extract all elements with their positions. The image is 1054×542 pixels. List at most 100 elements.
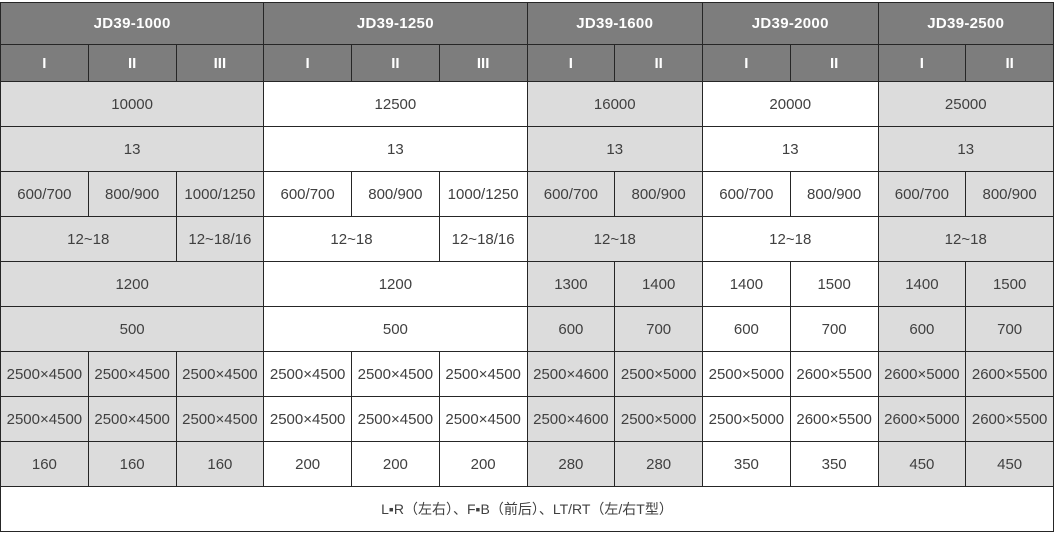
spec-cell: 450 [877,441,967,487]
spec-cell: 800/900 [87,171,177,217]
spec-cell: 600 [877,306,967,352]
spec-cell: 450 [965,441,1054,487]
spec-cell: 2500×4500 [175,396,265,442]
spec-cell: 600/700 [526,171,616,217]
spec-cell: 13 [0,126,265,172]
spec-cell: 350 [789,441,879,487]
spec-cell: 2600×5500 [965,351,1054,397]
spec-cell: 2500×5000 [702,351,791,397]
spec-cell: 12500 [263,81,528,127]
spec-cell: 2500×5000 [702,396,791,442]
spec-cell: 2500×4500 [438,396,528,442]
group-header-cell: JD39-1600 [526,2,703,45]
spec-cell: 12~18/16 [438,216,528,262]
spec-cell: 10000 [0,81,265,127]
subheader-cell: I [702,44,791,82]
spec-cell: 2600×5000 [877,396,967,442]
subheader-cell: II [965,44,1054,82]
spec-cell: 800/900 [789,171,879,217]
spec-cell: 13 [526,126,703,172]
spec-cell: 2500×4500 [438,351,528,397]
spec-cell: 800/900 [351,171,440,217]
model-group-row: JD39-1000 JD39-1250 JD39-1600 JD39-2000 JD39… [0,2,1054,45]
spec-cell: 500 [0,306,265,352]
spec-cell: 1400 [877,261,967,307]
spec-cell: 2500×4500 [351,351,440,397]
table-footer: L▪R（左右）、F▪B（前后）、LT/RT（左/右T型） [0,486,1054,532]
spec-cell: 2500×4600 [526,351,616,397]
table-row: 2500×4500 2500×4500 2500×4500 2500×4500 2500… [0,351,1054,397]
spec-cell: 12~18 [877,216,1054,262]
subheader-cell: III [175,44,265,82]
variant-row: I II III I II III I II I II I II [0,44,1054,82]
subheader-cell: I [0,44,89,82]
spec-cell: 2500×4500 [351,396,440,442]
spec-cell: 700 [789,306,879,352]
subheader-cell: II [789,44,879,82]
table-row: 160 160 160 200 200 200 280 280 350 350 450 450 [0,441,1054,487]
spec-cell: 2600×5000 [877,351,967,397]
spec-cell: 13 [702,126,879,172]
spec-cell: 12~18 [702,216,879,262]
footer-note: L▪R（左右）、F▪B（前后）、LT/RT（左/右T型） [0,486,1054,532]
spec-cell: 600/700 [877,171,967,217]
subheader-cell: II [614,44,703,82]
spec-cell: 16000 [526,81,703,127]
spec-cell: 600/700 [702,171,791,217]
spec-cell: 2500×4500 [175,351,265,397]
spec-cell: 800/900 [965,171,1054,217]
group-header-cell: JD39-1250 [263,2,528,45]
subheader-cell: I [263,44,352,82]
subheader-cell: I [877,44,967,82]
spec-cell: 700 [614,306,703,352]
spec-cell: 280 [614,441,703,487]
spec-cell: 2500×4500 [263,396,352,442]
group-header-cell: JD39-2500 [877,2,1054,45]
spec-cell: 2500×4500 [87,351,177,397]
table-header: JD39-1000 JD39-1250 JD39-1600 JD39-2000 JD39… [0,2,1054,82]
spec-cell: 700 [965,306,1054,352]
spec-cell: 160 [0,441,89,487]
spec-cell: 2600×5500 [789,351,879,397]
spec-cell: 20000 [702,81,879,127]
spec-cell: 160 [175,441,265,487]
spec-cell: 25000 [877,81,1054,127]
spec-cell: 13 [263,126,528,172]
spec-cell: 12~18 [0,216,177,262]
table-row: 1200 1200 1300 1400 1400 1500 1400 1500 [0,261,1054,307]
spec-cell: 1000/1250 [438,171,528,217]
group-header-cell: JD39-2000 [702,2,879,45]
spec-cell: 2500×4500 [0,351,89,397]
table-row: 2500×4500 2500×4500 2500×4500 2500×4500 2500… [0,396,1054,442]
subheader-cell: I [526,44,616,82]
spec-cell: 1400 [702,261,791,307]
spec-cell: 2500×4500 [263,351,352,397]
spec-cell: 2500×5000 [614,396,703,442]
spec-cell: 2500×4600 [526,396,616,442]
spec-cell: 1500 [789,261,879,307]
subheader-cell: II [87,44,177,82]
spec-cell: 2500×5000 [614,351,703,397]
spec-cell: 12~18 [526,216,703,262]
spec-cell: 12~18/16 [175,216,265,262]
spec-cell: 800/900 [614,171,703,217]
table-row: 13 13 13 13 13 [0,126,1054,172]
table-row: 12~18 12~18/16 12~18 12~18/16 12~18 12~18 12~1… [0,216,1054,262]
spec-cell: 1500 [965,261,1054,307]
table-row: 600/700 800/900 1000/1250 600/700 800/900 100… [0,171,1054,217]
subheader-cell: II [351,44,440,82]
spec-cell: 12~18 [263,216,440,262]
spec-cell: 2500×4500 [0,396,89,442]
spec-cell: 200 [263,441,352,487]
spec-cell: 1400 [614,261,703,307]
spec-cell: 13 [877,126,1054,172]
spec-table: JD39-1000 JD39-1250 JD39-1600 JD39-2000 JD39… [0,2,1054,532]
spec-cell: 600/700 [0,171,89,217]
spec-cell: 1000/1250 [175,171,265,217]
spec-cell: 200 [438,441,528,487]
spec-cell: 160 [87,441,177,487]
spec-cell: 280 [526,441,616,487]
table-row: 500 500 600 700 600 700 600 700 [0,306,1054,352]
spec-cell: 2600×5500 [789,396,879,442]
